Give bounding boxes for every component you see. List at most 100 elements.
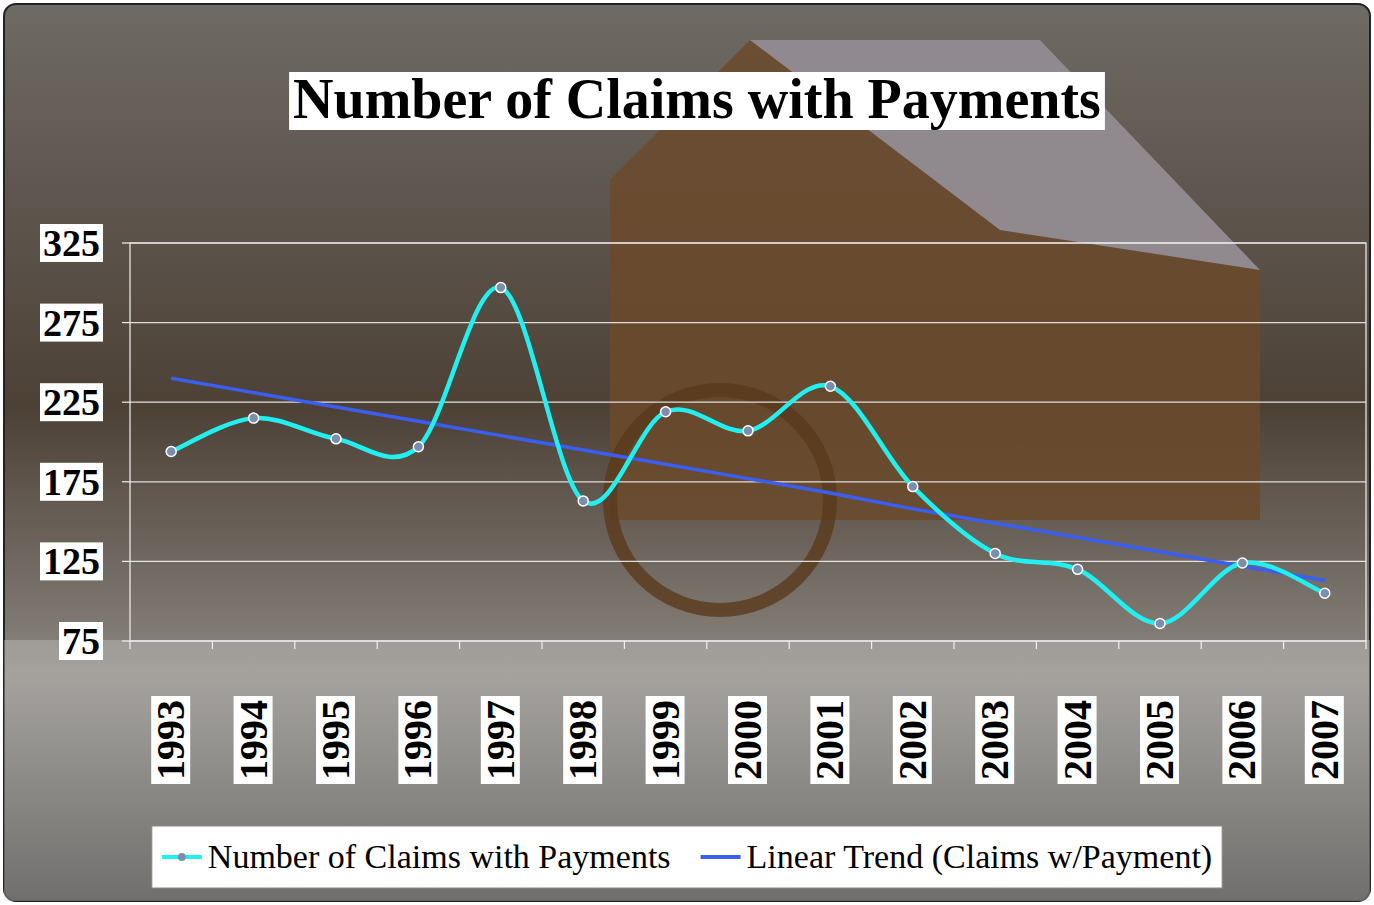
grid-line <box>130 640 1366 641</box>
x-tick <box>706 641 707 649</box>
y-tick <box>122 640 130 641</box>
y-tick <box>122 481 130 482</box>
y-tick <box>122 561 130 562</box>
point-marker <box>331 434 341 444</box>
x-tick <box>212 641 213 649</box>
x-tick-label-group: 1995 <box>313 696 358 784</box>
x-tick <box>953 641 954 649</box>
x-tick-label-group: 2000 <box>725 696 770 784</box>
grid-line <box>130 561 1366 562</box>
x-tick <box>1118 641 1119 649</box>
y-tick-label-group: 125 <box>40 540 103 582</box>
x-tick-label-group: 1998 <box>560 696 605 784</box>
point-marker <box>413 442 423 452</box>
x-tick-label: 2004 <box>1055 700 1100 780</box>
snow <box>4 640 1370 901</box>
legend-swatch <box>701 855 741 859</box>
series-line <box>171 287 1325 623</box>
x-tick-label: 1999 <box>643 700 688 780</box>
x-tick <box>541 641 542 649</box>
x-tick-label-group: 1996 <box>395 696 440 784</box>
x-tick-label: 1996 <box>395 700 440 780</box>
plot-frame <box>130 243 1366 641</box>
grid-line <box>130 242 1366 243</box>
page-bg <box>0 0 1374 905</box>
legend-bg <box>152 826 1222 888</box>
x-tick-label: 2002 <box>890 700 935 780</box>
legend-label: Number of Claims with Payments <box>208 838 671 875</box>
x-tick-label: 2005 <box>1137 700 1182 780</box>
y-tick <box>122 402 130 403</box>
x-tick-label: 1998 <box>560 700 605 780</box>
x-tick-label: 1997 <box>478 700 523 780</box>
point-marker <box>825 381 835 391</box>
data-group <box>166 283 1330 629</box>
y-tick-label-group: 325 <box>40 222 103 264</box>
y-tick-label-group: 225 <box>40 381 103 423</box>
x-tick-label: 2000 <box>725 700 770 780</box>
y-tick-label: 325 <box>43 222 100 264</box>
x-tick-label-group: 2003 <box>972 696 1017 784</box>
x-tick <box>294 641 295 649</box>
point-marker <box>249 413 259 423</box>
x-tick <box>1283 641 1284 649</box>
series-line <box>171 378 1325 580</box>
x-tick-label-group: 1999 <box>643 696 688 784</box>
y-tick-label: 125 <box>43 540 100 582</box>
y-tick-label: 225 <box>43 381 100 423</box>
y-tick-label-group: 275 <box>40 302 103 344</box>
x-tick-label: 1994 <box>231 700 276 780</box>
x-tick <box>1365 641 1366 649</box>
x-tick <box>1201 641 1202 649</box>
grid-line <box>130 481 1366 482</box>
x-tick <box>377 641 378 649</box>
x-tick <box>789 641 790 649</box>
x-tick <box>1036 641 1037 649</box>
legend-label: Linear Trend (Claims w/Payment) <box>747 838 1213 876</box>
y-tick <box>122 322 130 323</box>
y-tick-label: 275 <box>43 302 100 344</box>
x-tick <box>129 641 130 649</box>
point-marker <box>1237 558 1247 568</box>
chart-title: Number of Claims with Payments <box>293 68 1101 130</box>
x-tick-label-group: 2001 <box>807 696 852 784</box>
legend-marker <box>178 853 186 861</box>
y-tick-label: 175 <box>43 461 100 503</box>
photo-bg <box>4 4 1370 901</box>
x-tick-label-group: 1993 <box>148 696 193 784</box>
point-marker <box>1073 564 1083 574</box>
point-marker <box>990 548 1000 558</box>
chart-root: 75 125 175 225 275 325 1993 1994 1995 1996 1997 199… <box>0 0 1374 905</box>
point-marker <box>743 426 753 436</box>
y-tick-label: 75 <box>62 620 100 662</box>
point-marker <box>578 496 588 506</box>
x-tick <box>624 641 625 649</box>
title-group: Number of Claims with Payments <box>289 68 1105 130</box>
x-tick <box>459 641 460 649</box>
point-marker <box>166 447 176 457</box>
x-tick-label: 2003 <box>972 700 1017 780</box>
x-tick-label-group: 1997 <box>478 696 523 784</box>
y-tick-label-group: 75 <box>59 620 103 662</box>
point-marker <box>1155 618 1165 628</box>
x-tick-label: 1993 <box>148 700 193 780</box>
point-marker <box>1320 588 1330 598</box>
x-tick-label-group: 2002 <box>890 696 935 784</box>
x-tick-label-group: 1994 <box>231 696 276 784</box>
grid-line <box>130 322 1366 323</box>
x-tick-label-group: 2007 <box>1302 696 1347 784</box>
x-tick-label-group: 2005 <box>1137 696 1182 784</box>
point-marker <box>496 283 506 293</box>
x-tick-label: 2001 <box>807 700 852 780</box>
x-tick-label: 1995 <box>313 700 358 780</box>
y-tick-label-group: 175 <box>40 461 103 503</box>
point-marker <box>661 407 671 417</box>
y-tick <box>122 242 130 243</box>
x-tick-label: 2006 <box>1219 700 1264 780</box>
x-tick-label-group: 2006 <box>1219 696 1264 784</box>
x-tick-label: 2007 <box>1302 700 1347 780</box>
legend: Number of Claims with Payments Linear Tre… <box>152 826 1222 888</box>
x-tick <box>871 641 872 649</box>
x-tick-label-group: 2004 <box>1055 696 1100 784</box>
point-marker <box>908 482 918 492</box>
